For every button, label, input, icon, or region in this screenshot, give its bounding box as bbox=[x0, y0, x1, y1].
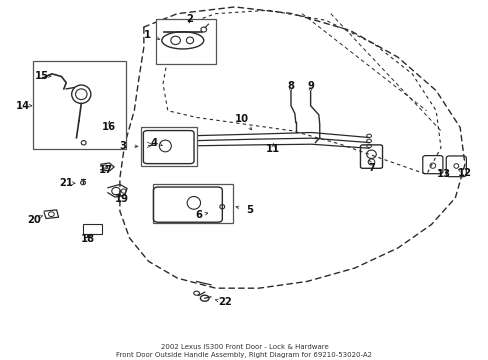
Text: 3: 3 bbox=[119, 141, 125, 151]
Text: 4: 4 bbox=[150, 138, 158, 148]
Text: 2002 Lexus IS300 Front Door - Lock & Hardware
Front Door Outside Handle Assembly: 2002 Lexus IS300 Front Door - Lock & Har… bbox=[116, 344, 372, 358]
Text: 17: 17 bbox=[98, 165, 112, 175]
Text: 11: 11 bbox=[265, 144, 280, 154]
Text: 7: 7 bbox=[367, 163, 374, 173]
Text: 21: 21 bbox=[59, 178, 73, 188]
Text: 5: 5 bbox=[245, 204, 252, 215]
Text: 18: 18 bbox=[81, 234, 95, 244]
Text: 22: 22 bbox=[218, 297, 232, 307]
Text: 6: 6 bbox=[195, 210, 202, 220]
Text: 14: 14 bbox=[16, 101, 30, 111]
Bar bbox=[153, 184, 232, 223]
Bar bbox=[82, 224, 102, 234]
Text: 9: 9 bbox=[306, 81, 313, 91]
Text: 12: 12 bbox=[457, 168, 471, 178]
Text: 20: 20 bbox=[27, 215, 41, 225]
Text: 10: 10 bbox=[235, 114, 248, 124]
Text: 19: 19 bbox=[115, 194, 128, 204]
Bar bbox=[156, 19, 215, 64]
Text: 15: 15 bbox=[35, 71, 49, 81]
Text: 16: 16 bbox=[102, 122, 116, 132]
Bar bbox=[141, 127, 196, 166]
Text: 1: 1 bbox=[144, 30, 151, 40]
Bar bbox=[33, 60, 126, 149]
Text: 2: 2 bbox=[185, 14, 192, 24]
Text: 8: 8 bbox=[286, 81, 293, 91]
Text: 13: 13 bbox=[436, 169, 450, 179]
